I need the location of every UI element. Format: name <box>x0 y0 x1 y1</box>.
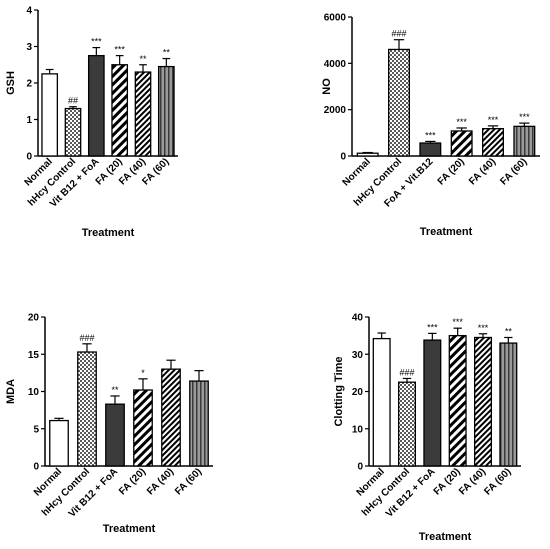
y-tick-label: 0 <box>357 462 363 473</box>
y-axis-title: NO <box>321 78 333 95</box>
significance-label: *** <box>478 323 489 333</box>
x-category-label: FA (20) <box>436 156 467 187</box>
y-tick-label: 10 <box>352 424 364 435</box>
y-axis-title: Clotting Time <box>333 356 345 426</box>
significance-label: *** <box>114 45 125 55</box>
x-category-label: FA (60) <box>482 466 513 497</box>
x-axis-title: Treatment <box>419 531 472 543</box>
significance-label: ** <box>111 385 119 395</box>
y-axis-title: GSH <box>5 71 17 95</box>
significance-label: *** <box>488 115 499 125</box>
x-category-label: FA (60) <box>173 466 204 497</box>
bar <box>450 130 473 157</box>
significance-label: ### <box>391 29 406 39</box>
y-axis-title: MDA <box>5 379 17 404</box>
y-tick-label: 4000 <box>324 59 347 70</box>
x-category-label: FA (40) <box>457 466 488 497</box>
bar <box>157 65 175 157</box>
bar <box>87 54 105 157</box>
bar <box>419 142 442 157</box>
x-category-label: Vit B12 + FoA <box>67 466 120 519</box>
bar <box>49 419 69 467</box>
y-tick-label: 40 <box>352 313 364 324</box>
significance-label: * <box>141 368 145 378</box>
y-tick-label: 20 <box>352 387 364 398</box>
y-tick-label: 4 <box>26 6 32 17</box>
significance-label: ## <box>68 96 78 106</box>
bar <box>499 342 518 467</box>
x-category-label: FA (20) <box>117 466 148 497</box>
bar <box>105 403 125 467</box>
bar <box>482 128 504 157</box>
y-tick-label: 15 <box>28 350 40 361</box>
bar <box>423 339 442 467</box>
bar <box>161 368 181 467</box>
y-tick-label: 0 <box>33 462 39 473</box>
x-axis-title: Treatment <box>82 227 135 239</box>
y-tick-label: 2 <box>26 79 32 90</box>
bar <box>372 337 391 467</box>
significance-label: ** <box>139 54 147 64</box>
x-category-label: FA (60) <box>140 156 171 187</box>
bar <box>64 107 82 157</box>
x-axis-title: Treatment <box>420 226 473 238</box>
bar <box>473 336 493 467</box>
significance-label: ** <box>163 48 171 58</box>
significance-label: *** <box>427 322 438 332</box>
bar <box>448 334 467 467</box>
y-tick-label: 5 <box>33 424 39 435</box>
bar <box>133 389 153 467</box>
y-tick-label: 20 <box>28 313 40 324</box>
bar <box>356 152 379 157</box>
y-tick-label: 2000 <box>324 105 347 116</box>
bar <box>388 48 410 157</box>
significance-label: ** <box>505 326 513 336</box>
y-tick-label: 10 <box>28 387 40 398</box>
significance-label: *** <box>91 37 102 47</box>
significance-label: ### <box>399 367 414 377</box>
significance-label: ### <box>79 333 94 343</box>
x-category-label: FA (40) <box>145 466 176 497</box>
x-category-label: FA (20) <box>432 466 463 497</box>
x-category-label: FA (60) <box>498 156 529 187</box>
bar <box>513 125 536 157</box>
bar <box>77 351 97 467</box>
bar <box>397 381 417 467</box>
y-tick-label: 0 <box>26 152 32 163</box>
x-category-label: FA (40) <box>467 156 498 187</box>
y-tick-label: 0 <box>340 152 346 163</box>
significance-label: *** <box>519 112 530 122</box>
y-tick-label: 1 <box>26 115 32 126</box>
y-tick-label: 6000 <box>324 13 347 24</box>
bar <box>111 64 129 157</box>
significance-label: *** <box>425 130 436 140</box>
x-axis-title: Treatment <box>103 523 156 535</box>
significance-label: *** <box>456 117 467 127</box>
y-tick-label: 3 <box>26 42 32 53</box>
bar <box>134 71 152 157</box>
significance-label: *** <box>452 317 463 327</box>
bar <box>189 380 209 467</box>
y-tick-label: 30 <box>352 350 364 361</box>
bar <box>41 73 59 157</box>
